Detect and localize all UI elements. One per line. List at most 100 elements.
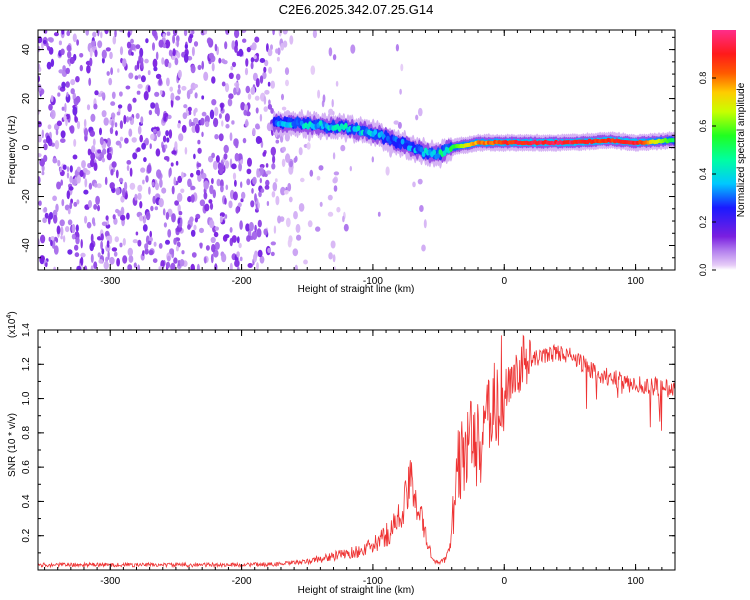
noise-blob (92, 31, 97, 38)
noise-blob (152, 258, 158, 263)
noise-blob (137, 125, 142, 135)
noise-blob (282, 146, 286, 152)
spectrogram-x-label: Height of straight line (km) (298, 284, 415, 295)
noise-blob (266, 43, 269, 53)
figure-title: C2E6.2025.342.07.25.G14 (279, 2, 434, 17)
noise-blob (119, 143, 122, 149)
noise-blob (137, 192, 142, 200)
noise-blob (331, 99, 334, 108)
noise-blob (100, 240, 103, 250)
noise-blob (244, 67, 249, 76)
noise-blob (242, 137, 247, 144)
noise-blob (148, 109, 153, 116)
noise-blob (184, 44, 188, 49)
noise-blob (86, 64, 91, 74)
noise-blob (267, 81, 271, 87)
noise-blob (315, 226, 321, 232)
noise-blob (267, 48, 273, 57)
noise-blob (128, 72, 134, 79)
noise-blob (147, 70, 151, 76)
noise-blob (162, 33, 166, 38)
noise-blob (259, 113, 263, 122)
noise-blob (59, 219, 65, 227)
noise-blob (240, 101, 246, 111)
noise-blob (399, 88, 402, 95)
signal-ridge (272, 109, 675, 169)
noise-blob (50, 109, 56, 120)
noise-blob (191, 46, 195, 57)
noise-blob (220, 185, 224, 193)
noise-blob (222, 60, 228, 65)
noise-blob (139, 201, 143, 209)
noise-blob (106, 137, 111, 148)
noise-blob (231, 120, 235, 125)
noise-blob (134, 75, 139, 80)
noise-blob (68, 186, 74, 191)
noise-blob (148, 186, 151, 195)
noise-blob (309, 169, 314, 177)
noise-blob (210, 253, 214, 264)
noise-blob (328, 108, 334, 116)
noise-blob (204, 121, 210, 128)
noise-blob (395, 44, 399, 52)
noise-blob (58, 69, 64, 74)
noise-blob (64, 102, 67, 113)
noise-blob (171, 150, 177, 155)
noise-blob (152, 129, 157, 134)
noise-blob (257, 249, 263, 258)
noise-blob (418, 107, 423, 117)
noise-blob (76, 39, 79, 46)
noise-blob (194, 92, 198, 99)
noise-blob (53, 266, 56, 270)
noise-blob (332, 177, 338, 184)
noise-blob (333, 171, 340, 176)
noise-blob (48, 37, 54, 43)
noise-blob (267, 247, 271, 253)
noise-blob (199, 199, 206, 207)
noise-blob (271, 163, 276, 170)
noise-blob (69, 56, 75, 65)
noise-blob (300, 177, 305, 183)
noise-blob (145, 211, 151, 221)
noise-blob (259, 255, 265, 264)
noise-blob (137, 239, 142, 247)
noise-blob (183, 104, 188, 109)
noise-blob (99, 127, 102, 136)
noise-blob (114, 236, 120, 243)
noise-blob (70, 88, 75, 95)
noise-blob (263, 106, 268, 112)
noise-blob (265, 170, 272, 175)
noise-blob (189, 30, 192, 34)
noise-blob (263, 228, 268, 236)
noise-blob (106, 239, 110, 248)
noise-blob (211, 152, 216, 159)
noise-blob (246, 235, 251, 242)
noise-blob (151, 182, 155, 187)
noise-blob (281, 158, 286, 168)
noise-blob (187, 178, 192, 188)
noise-blob (114, 30, 117, 38)
noise-blob (116, 111, 121, 116)
noise-blob (214, 106, 219, 117)
noise-blob (71, 223, 76, 234)
noise-blob (197, 139, 201, 145)
noise-blob (60, 235, 63, 240)
noise-blob (61, 106, 65, 111)
noise-blob (69, 125, 75, 134)
noise-blob (165, 261, 171, 269)
noise-blob (89, 130, 96, 137)
noise-blob (209, 184, 214, 195)
noise-blob (119, 91, 123, 97)
noise-blob (171, 213, 176, 223)
noise-blob (342, 215, 345, 223)
x-tick-label: -100 (363, 276, 383, 287)
noise-blob (122, 58, 127, 68)
noise-blob (106, 71, 110, 76)
svg-text:(x104): (x104) (6, 311, 18, 338)
snr-y-multiplier-base: (x10 (7, 318, 18, 338)
noise-blob (175, 160, 179, 166)
noise-blob (38, 120, 42, 128)
noise-blob (65, 226, 70, 233)
noise-blob (116, 257, 120, 267)
noise-blob (270, 241, 276, 246)
